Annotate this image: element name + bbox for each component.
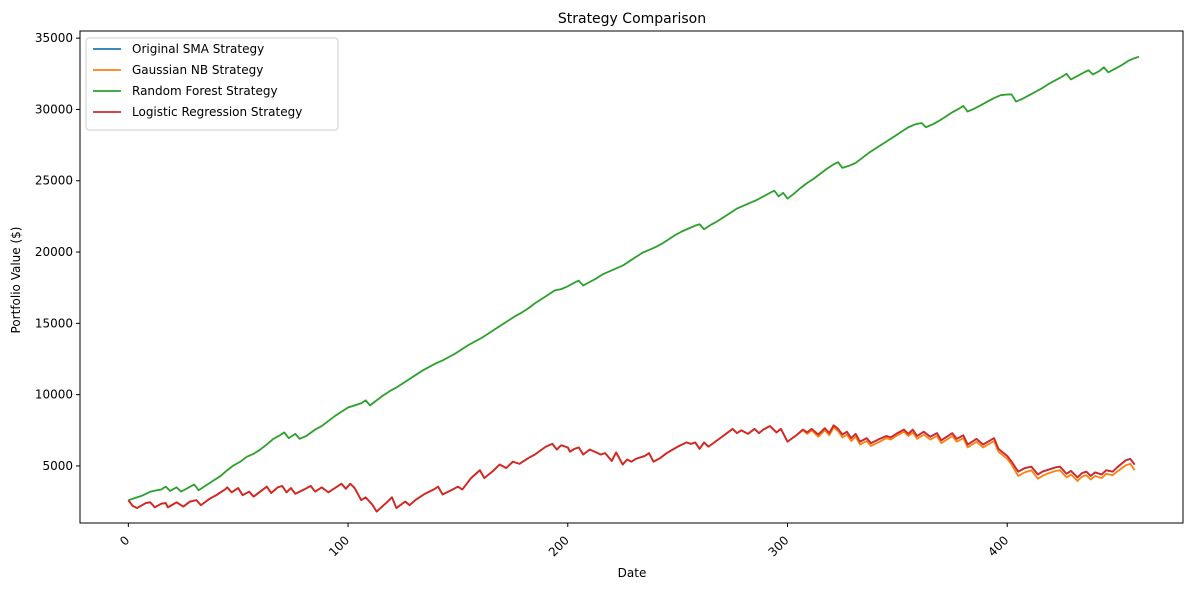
y-tick-label: 20000	[35, 245, 73, 259]
legend-label: Gaussian NB Strategy	[132, 63, 263, 77]
legend-box	[85, 37, 339, 131]
legend-label: Original SMA Strategy	[132, 42, 264, 56]
legend: Original SMA Strategy Gaussian NB Strateg…	[85, 37, 339, 131]
series-line-4	[127, 424, 1136, 513]
series-line-3	[128, 55, 1140, 502]
legend-label: Random Forest Strategy	[132, 84, 278, 98]
x-axis-label: Date	[618, 566, 647, 580]
y-tick-label: 5000	[42, 459, 73, 473]
plot-frame	[79, 30, 1184, 524]
y-tick-label: 30000	[35, 102, 73, 116]
chart-title: Strategy Comparison	[558, 11, 706, 27]
y-tick-label: 15000	[35, 316, 73, 330]
legend-label: Logistic Regression Strategy	[132, 105, 302, 119]
y-tick-label: 35000	[35, 31, 73, 45]
y-axis-label: Portfolio Value ($)	[9, 227, 23, 334]
y-tick-label: 10000	[35, 388, 73, 402]
y-tick-label: 25000	[35, 174, 73, 188]
series-layer	[127, 55, 1140, 513]
